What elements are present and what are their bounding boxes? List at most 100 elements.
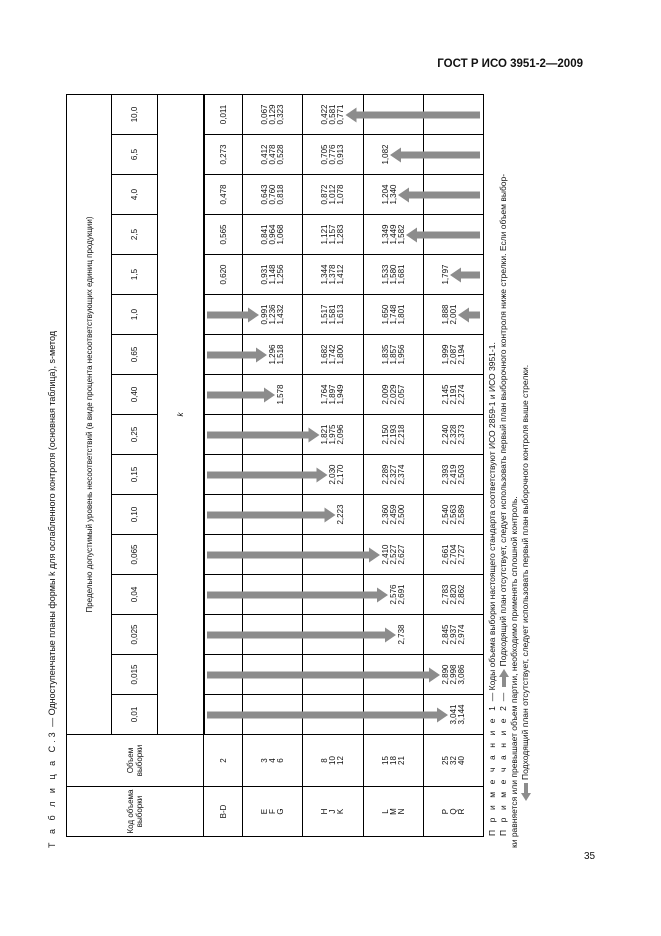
caption-label: Т а б л и ц а С.3 (47, 729, 57, 848)
k-value-cell: 0,931 1,148 1,256 (242, 254, 303, 295)
arrow-up-icon (520, 783, 531, 801)
k-value-cell (203, 614, 243, 655)
k-value-cell (302, 614, 364, 655)
k-value-cell: 1,121 1,157 1,283 (302, 214, 364, 255)
k-values: 2,738 (382, 624, 406, 644)
k-values: 2,576 2,691 (382, 584, 406, 604)
k-values: 0,643 0,760 0,818 (260, 184, 285, 204)
k-value-cell: 2,150 2,193 2,218 (363, 414, 424, 455)
k-value: 1,256 (275, 264, 285, 285)
k-values: 0,067 0,129 0,323 (260, 104, 285, 124)
k-values: 2,150 2,193 2,218 (381, 424, 406, 444)
aql-label: 1,5 (111, 254, 158, 295)
k-value-cell (423, 134, 484, 175)
aql-label: 4,0 (111, 174, 158, 215)
k-value-cell: 0,422 0,581 0,771 (302, 94, 364, 135)
k-value-cell: 2,890 2,998 3,086 (423, 654, 484, 695)
k-value (382, 624, 390, 644)
k-value (390, 144, 398, 164)
k-value: 1,800 (336, 344, 345, 365)
k-value-cell (203, 374, 243, 415)
k-value: 2,691 (396, 584, 406, 605)
k-value: 1,582 (396, 224, 406, 245)
k-values: 1,204 1,340 (381, 184, 406, 205)
k-value: 0,478 (218, 184, 228, 205)
k-value-cell: 2,540 2,563 2,589 (423, 494, 484, 535)
sample-size: 12 (336, 756, 345, 765)
code-letter: R (456, 808, 466, 815)
k-value: 0,273 (218, 144, 228, 165)
k-value-cell: 1,835 1,857 1,956 (363, 334, 424, 375)
k-value: 0,913 (336, 144, 345, 165)
sample-size: 6 (275, 758, 285, 763)
k-value: 2,974 (456, 624, 466, 645)
k-value-cell (203, 294, 243, 335)
k-values: 2,289 2,327 2,374 (381, 464, 406, 484)
k-values: 1,578 (261, 384, 285, 404)
k-value: 1,956 (396, 344, 406, 365)
k-value: 2,274 (456, 384, 466, 405)
k-value-cell: 1,764 1,897 1,949 (302, 374, 364, 415)
note-1-label: П р и м е ч а н и е 1 (487, 703, 497, 836)
header-row: Код объема выборки Объем выборки Предельно… (66, 94, 204, 837)
aql-label: 0,15 (111, 454, 158, 495)
k-value-cell (242, 614, 303, 655)
k-value: 0,620 (218, 264, 228, 285)
k-value-cell (242, 694, 303, 735)
aql-row: 0,01 0,015 0,025 0,04 0,065 0,10 0,15 0,25 0,40 0… (111, 94, 158, 837)
k-value-cell: 1,344 1,378 1,412 (302, 254, 364, 295)
k-value: 1,681 (396, 264, 406, 285)
k-value-cell: 2,030 2,170 (302, 454, 364, 495)
k-value-cell: 1,296 1,518 (242, 334, 303, 375)
k-value-cell (242, 654, 303, 695)
k-values: 0,422 0,581 0,771 (320, 104, 345, 125)
k-value-cell (242, 534, 303, 575)
note-2-dash: — (498, 690, 508, 704)
k-values: 0,565 (219, 224, 228, 244)
k-value (398, 184, 406, 204)
k-value: 2,170 (336, 464, 345, 485)
k-value (450, 264, 458, 284)
k-values: 1,999 2,087 2,194 (441, 344, 466, 364)
k-value-cell (423, 214, 484, 255)
k-value: 2,373 (456, 424, 466, 445)
k-value: 0,771 (336, 104, 345, 125)
k-value-cell: 1,797 (423, 254, 484, 295)
k-values: 1,764 1,897 1,949 (320, 384, 345, 404)
k-values: 0,931 1,148 1,256 (260, 264, 285, 285)
k-values: 1,797 (441, 264, 466, 284)
sample-size: 21 (396, 756, 406, 765)
code-letter: B-D (218, 804, 228, 819)
note-2-label: П р и м е ч а н и е 2 (498, 703, 508, 836)
aql-label: 0,01 (111, 694, 158, 735)
k-value-cell: 2,661 2,704 2,727 (423, 534, 484, 575)
code-letter: G (275, 808, 285, 815)
k-values: 1,344 1,378 1,412 (320, 264, 345, 284)
sample-size: 2 (218, 758, 228, 763)
note-2: П р и м е ч а н и е 2 — Подходящий план … (498, 78, 509, 848)
k-value-cell: 2,393 2,419 2,503 (423, 454, 484, 495)
header-sample-size: Объем выборки (66, 734, 204, 787)
k-value-cell: 0,991 1,236 1,432 (242, 294, 303, 335)
aql-label: 0,065 (111, 534, 158, 575)
table-row: L M N 15 18 21 2,738 2,576 2,691 2,410 2,527 2,627 2… (363, 94, 424, 837)
sample-size-cell: 2 (203, 734, 243, 787)
k-value (321, 504, 329, 524)
k-values: 1,650 1,748 1,801 (381, 304, 406, 324)
k-values: 2,393 2,419 2,503 (441, 464, 466, 484)
k-value-cell: 0,705 0,776 0,913 (302, 134, 364, 175)
k-values: 0,011 (219, 105, 228, 124)
k-value: 1,340 (388, 184, 398, 205)
k-value-cell: 2,223 (302, 494, 364, 535)
k-value-cell (203, 694, 243, 735)
k-value-cell: 2,360 2,459 2,500 (363, 494, 424, 535)
k-value-cell: 1,082 (363, 134, 424, 175)
k-value: 2,057 (396, 384, 406, 405)
aql-label: 6,5 (111, 134, 158, 175)
k-row: k (157, 94, 204, 837)
